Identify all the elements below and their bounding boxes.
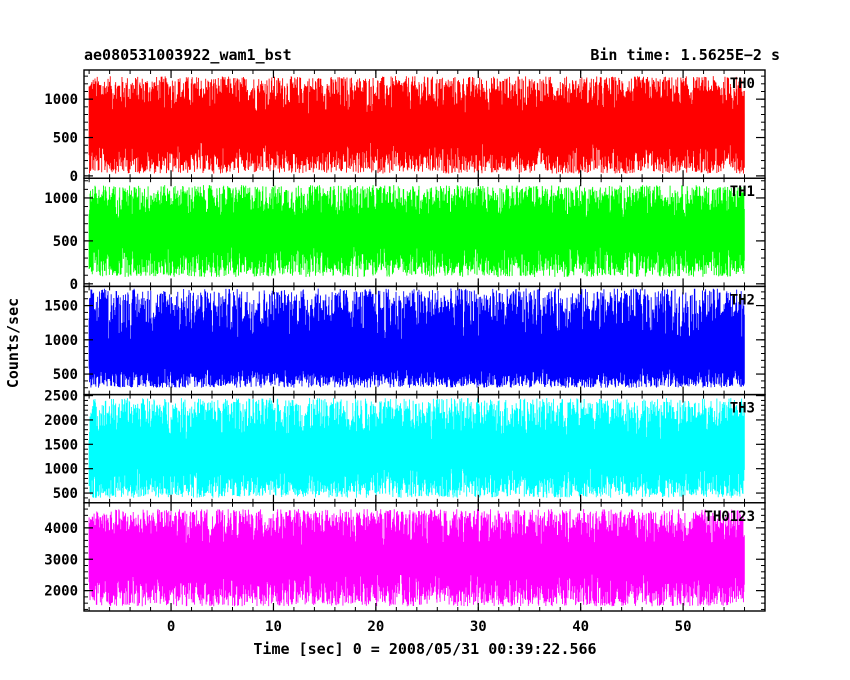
panel-th3-ytick-label: 2000 (44, 413, 78, 429)
panel-th0123-label: TH0123 (704, 509, 755, 525)
panel-th3-ytick-label: 1000 (44, 462, 78, 478)
panel-th2-ytick-label: 1500 (44, 299, 78, 315)
panel-th2-ytick-label: 500 (53, 367, 78, 383)
text-layer: ae080531003922_wam1_bst Bin time: 1.5625… (4, 46, 780, 658)
panel-th0-series (88, 76, 745, 174)
panel-th1-ytick-label: 0 (70, 277, 78, 293)
panel-th0123-ytick-label: 4000 (44, 521, 78, 537)
panel-th0123-frame (83, 502, 766, 612)
panel-th3-ytick-label: 1500 (44, 437, 78, 453)
panel-th3-series (88, 398, 745, 498)
x-tick-label: 50 (675, 619, 692, 635)
panel-th3-core-band (89, 438, 745, 469)
x-tick-label: 40 (572, 619, 589, 635)
panel-th0-label: TH0 (730, 76, 755, 92)
panel-th3-label: TH3 (730, 401, 755, 417)
panel-th2-series (88, 288, 745, 388)
panel-th1-series (88, 185, 745, 277)
chart-title: ae080531003922_wam1_bst (84, 46, 292, 64)
panel-th0123-series (88, 509, 745, 607)
panel-th0-ytick-label: 0 (70, 169, 78, 185)
panel-th0123-ytick-label: 3000 (44, 552, 78, 568)
panel-th3-ytick-label: 2500 (44, 389, 78, 405)
panel-th1-ytick-label: 500 (53, 234, 78, 250)
x-tick-label: 30 (470, 619, 487, 635)
panel-th0123-core-band (89, 545, 745, 575)
panel-th3-ytick-label: 500 (53, 486, 78, 502)
series-layer (88, 76, 745, 607)
x-axis-label: Time [sec] 0 = 2008/05/31 00:39:22.566 (253, 640, 596, 658)
y-axis-label: Counts/sec (4, 298, 22, 388)
x-tick-label: 10 (265, 619, 282, 635)
panel-th0-core-band (89, 113, 745, 143)
frame-layer (83, 69, 766, 612)
bin-time-label: Bin time: 1.5625E−2 s (590, 46, 780, 64)
panel-th2-ytick-label: 1000 (44, 333, 78, 349)
panel-th1-label: TH1 (730, 184, 755, 200)
panel-th1-ytick-label: 1000 (44, 191, 78, 207)
panel-th1-core-band (89, 218, 745, 246)
panel-th0-ytick-label: 500 (53, 131, 78, 147)
x-tick-label: 0 (167, 619, 175, 635)
panel-th2-light-curve (88, 288, 745, 388)
panel-th2-core-band (89, 338, 745, 369)
x-tick-label: 20 (367, 619, 384, 635)
panel-th0123-ytick-label: 2000 (44, 584, 78, 600)
panel-th2-label: TH2 (730, 292, 755, 308)
panel-th0-ytick-label: 1000 (44, 92, 78, 108)
